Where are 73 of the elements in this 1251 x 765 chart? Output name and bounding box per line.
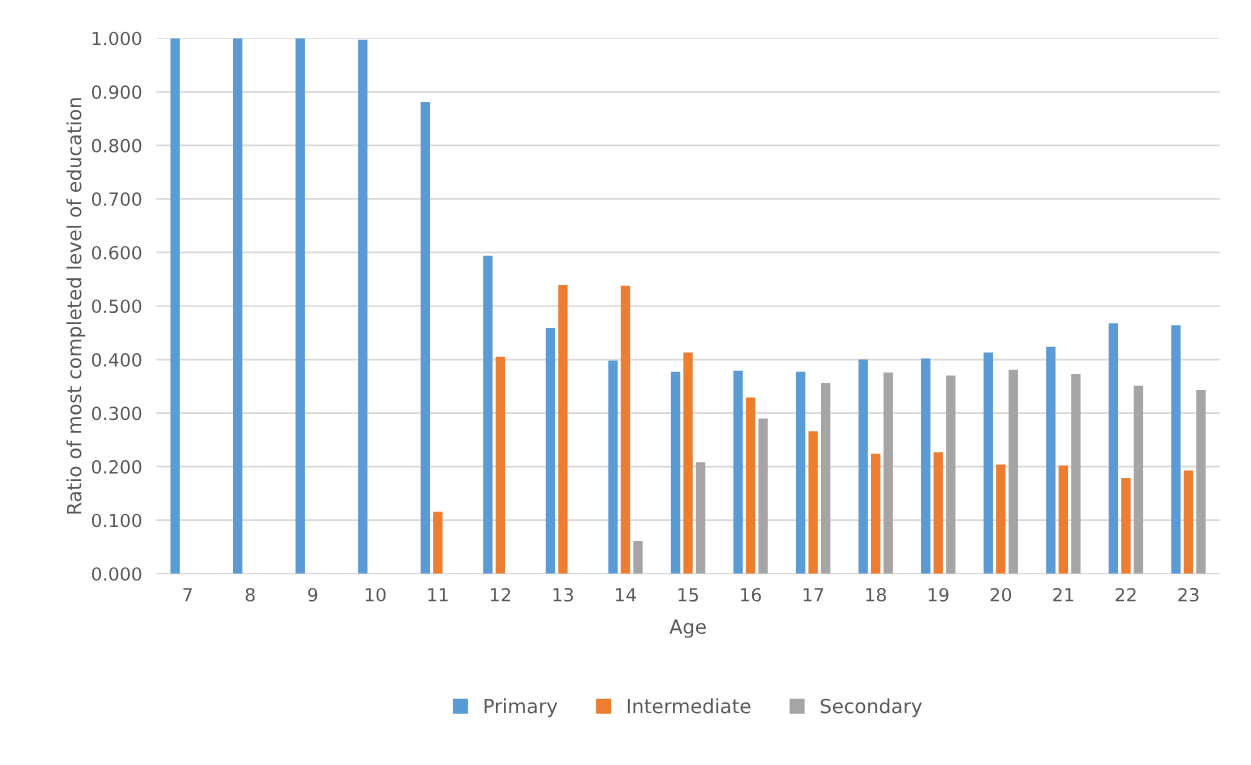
x-tick-label: 12 — [490, 587, 511, 602]
bar — [946, 375, 956, 574]
bar — [1008, 369, 1018, 574]
bar — [871, 453, 881, 574]
bar — [1196, 390, 1206, 574]
bar — [545, 327, 556, 574]
legend-label: Intermediate — [627, 698, 751, 714]
bar — [858, 359, 868, 574]
bar — [483, 255, 493, 574]
bar — [1133, 385, 1144, 574]
x-axis-title: Age — [669, 619, 706, 638]
x-tick-label: 16 — [741, 587, 761, 602]
bar — [1046, 346, 1056, 574]
bar — [758, 418, 768, 574]
y-tick-label: 0.800 — [91, 138, 142, 153]
legend-label: Primary — [484, 698, 558, 718]
bar — [670, 371, 681, 574]
x-tick-label: 23 — [1178, 587, 1199, 602]
bar — [996, 464, 1006, 574]
x-tick-label: 21 — [1053, 587, 1074, 602]
x-tick-label: 9 — [308, 587, 318, 602]
bar — [633, 541, 643, 574]
bar — [1058, 465, 1069, 574]
y-tick-label: 0.400 — [91, 353, 142, 367]
bar — [358, 39, 368, 574]
bar — [921, 358, 931, 574]
bar — [495, 356, 506, 574]
bar — [1171, 325, 1181, 574]
y-tick-label: 0.900 — [91, 85, 142, 99]
x-tick-label: 19 — [928, 587, 949, 602]
bar — [1183, 470, 1194, 574]
x-tick-label: 11 — [428, 588, 448, 602]
legend-label: Secondary — [820, 698, 922, 718]
bar — [233, 38, 243, 574]
bar — [820, 383, 831, 574]
bar — [933, 452, 943, 574]
bar — [795, 371, 806, 574]
y-axis-title: Ratio of most completed level of education — [66, 98, 86, 514]
x-tick-label: 20 — [990, 587, 1012, 602]
x-tick-label: 15 — [678, 588, 698, 602]
x-tick-label: 13 — [553, 587, 573, 602]
bar — [433, 511, 443, 574]
bar — [745, 397, 756, 574]
y-tick-label: 0.000 — [91, 567, 142, 581]
y-tick-label: 0.600 — [91, 245, 142, 260]
y-tick-label: 1.000 — [92, 31, 142, 46]
bar — [170, 38, 180, 574]
y-tick-label: 0.100 — [91, 513, 142, 528]
bar — [620, 285, 631, 574]
bar — [558, 285, 568, 574]
bar — [733, 370, 743, 574]
x-tick-label: 14 — [616, 588, 636, 602]
bar — [1071, 374, 1081, 574]
x-tick-label: 22 — [1115, 587, 1136, 602]
bar — [695, 462, 706, 574]
bar — [295, 38, 305, 574]
bar — [608, 360, 618, 574]
x-tick-label: 10 — [365, 587, 386, 602]
bar — [883, 372, 893, 574]
x-tick-label: 17 — [803, 588, 824, 602]
y-tick-label: 0.200 — [91, 460, 142, 474]
y-tick-label: 0.300 — [91, 406, 142, 421]
bar — [983, 352, 993, 574]
y-tick-label: 0.700 — [91, 192, 142, 207]
bar — [420, 101, 431, 574]
bar — [683, 352, 693, 574]
x-tick-label: 7 — [183, 588, 192, 602]
x-tick-label: 8 — [245, 587, 255, 602]
bar — [808, 431, 818, 574]
y-tick-label: 0.500 — [91, 299, 142, 314]
x-tick-label: 18 — [866, 587, 886, 602]
bar — [1108, 323, 1119, 574]
bar — [1121, 477, 1131, 574]
